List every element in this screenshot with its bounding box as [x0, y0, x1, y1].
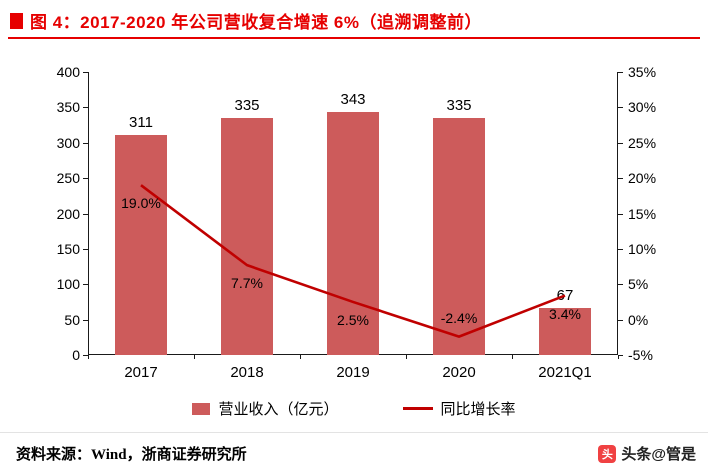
- x-axis-tick: [88, 355, 89, 359]
- left-axis-tick-label: 100: [56, 276, 80, 293]
- bar-2018: [221, 117, 273, 355]
- toutiao-icon: 头: [598, 444, 617, 463]
- x-axis-label-2021Q1: 2021Q1: [538, 364, 592, 381]
- left-axis-tick-label: 400: [56, 64, 80, 80]
- growth-point-label: 3.4%: [549, 305, 581, 322]
- bar-value-label: 67: [556, 286, 574, 304]
- x-axis-label-2020: 2020: [442, 364, 476, 381]
- x-axis-tick: [406, 355, 407, 359]
- x-axis-tick: [194, 355, 195, 359]
- bar-value-label: 335: [446, 96, 472, 114]
- right-axis-tick: [618, 248, 623, 250]
- source-text: 资料来源：Wind，浙商证券研究所: [16, 447, 247, 463]
- x-axis-tick: [618, 355, 619, 359]
- growth-point-label: 19.0%: [121, 195, 161, 212]
- watermark-text: 头条@管是: [621, 446, 696, 463]
- left-axis-tick: [83, 213, 88, 215]
- x-axis-label-2017: 2017: [124, 364, 158, 381]
- watermark: 头 头条@管是: [598, 443, 696, 464]
- right-axis-tick: [618, 319, 623, 321]
- legend-bar-swatch: [192, 402, 211, 415]
- legend-line-swatch: [402, 407, 433, 410]
- right-axis-tick-label: 30%: [628, 99, 657, 116]
- figure-header: 图 4：2017-2020 年公司营收复合增速 6%（追溯调整前）: [10, 8, 482, 33]
- growth-point-label: 7.7%: [231, 275, 263, 292]
- left-axis-tick: [83, 248, 88, 250]
- right-axis-tick: [618, 107, 623, 109]
- revenue-growth-combo-chart: 0 50 100 150 200 250 300 350 400 -5% 0% 5% 10% 15% 20%…: [0, 44, 708, 396]
- bar-value-label: 343: [340, 91, 366, 109]
- right-axis-tick: [618, 178, 623, 180]
- right-axis-tick-label: -5%: [628, 347, 653, 363]
- chart-legend: 营业收入（亿元） 同比增长率: [0, 398, 708, 419]
- left-axis-tick-label: 300: [56, 134, 80, 151]
- right-axis-tick: [618, 72, 623, 73]
- left-axis-tick: [83, 107, 88, 109]
- left-axis-tick-label: 350: [56, 99, 80, 116]
- left-axis-tick-label: 150: [56, 240, 80, 257]
- legend-label-revenue: 营业收入（亿元）: [218, 401, 339, 418]
- right-axis-tick-label: 25%: [628, 134, 657, 151]
- bar-value-label: 335: [234, 96, 260, 114]
- right-axis-tick: [618, 284, 623, 286]
- title-divider-line: [8, 37, 700, 39]
- growth-point-label: -2.4%: [440, 309, 478, 326]
- left-axis-tick-label: 250: [56, 170, 80, 187]
- right-axis-tick-label: 35%: [628, 64, 657, 80]
- right-axis-tick-label: 20%: [628, 170, 657, 187]
- x-axis-label-2018: 2018: [230, 364, 264, 381]
- right-axis-tick-label: 0%: [628, 311, 649, 328]
- right-axis-tick-label: 5%: [628, 276, 649, 293]
- x-axis-tick: [300, 355, 301, 359]
- right-axis-tick-label: 15%: [628, 205, 657, 222]
- right-axis-tick: [618, 213, 623, 215]
- right-axis-tick-label: 10%: [628, 240, 657, 257]
- left-axis-tick-label: 50: [64, 311, 80, 328]
- left-axis-tick: [83, 178, 88, 180]
- right-axis-tick: [618, 142, 623, 144]
- title-marker-square: [10, 12, 23, 29]
- bar-value-label: 311: [129, 113, 153, 131]
- bar-2017: [115, 134, 167, 355]
- figure-footer: 资料来源：Wind，浙商证券研究所 头 头条@管是: [0, 432, 708, 476]
- x-axis-label-2019: 2019: [336, 364, 370, 381]
- x-axis-tick: [512, 355, 513, 359]
- legend-item-revenue: 营业收入（亿元）: [192, 398, 339, 419]
- growth-point-label: 2.5%: [337, 311, 369, 328]
- right-axis-tick: [618, 355, 623, 356]
- left-axis-tick: [83, 284, 88, 286]
- figure-title: 图 4：2017-2020 年公司营收复合增速 6%（追溯调整前）: [30, 13, 482, 32]
- left-axis-tick-label: 0: [72, 347, 80, 363]
- left-axis-tick-label: 200: [56, 205, 80, 222]
- left-axis-tick: [83, 142, 88, 144]
- legend-item-growth: 同比增长率: [402, 398, 516, 419]
- left-axis-tick: [83, 355, 88, 356]
- left-axis-tick: [83, 319, 88, 321]
- left-axis-tick: [83, 72, 88, 73]
- legend-label-growth: 同比增长率: [440, 401, 516, 418]
